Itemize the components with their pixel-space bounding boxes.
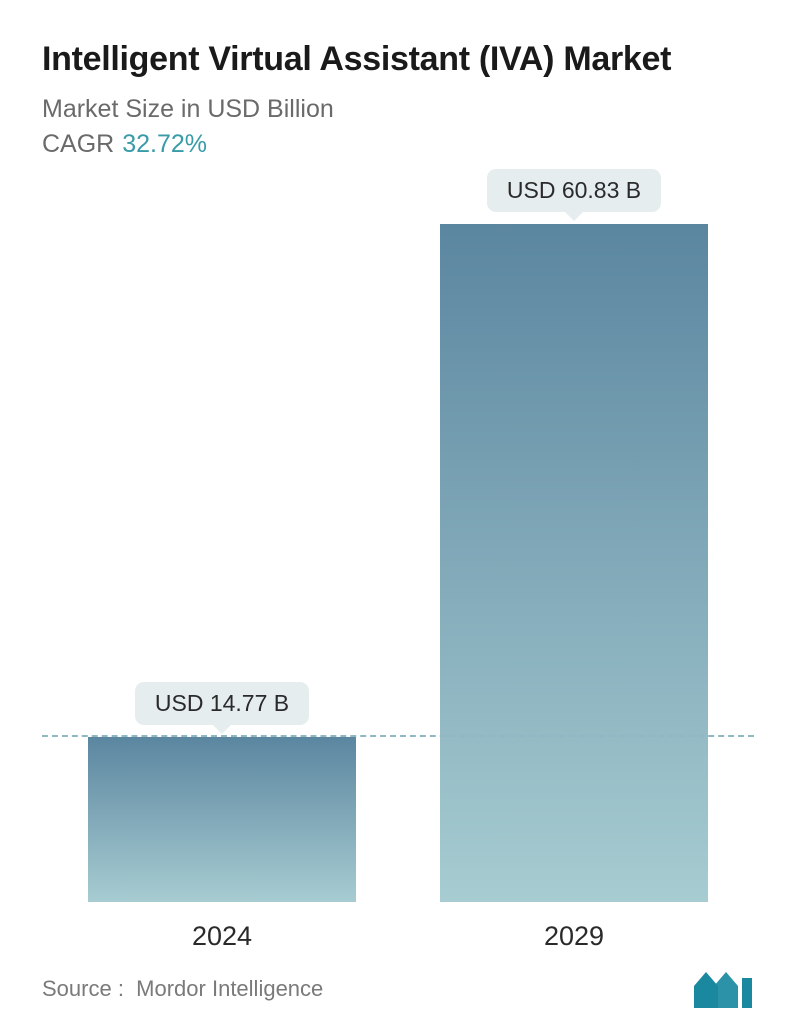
cagr-value: 32.72% xyxy=(122,130,207,158)
value-pill-2029: USD 60.83 B xyxy=(487,169,661,212)
bar-group-2024: USD 14.77 B xyxy=(88,682,356,902)
chart-title: Intelligent Virtual Assistant (IVA) Mark… xyxy=(42,38,754,81)
bar-group-2029: USD 60.83 B xyxy=(440,169,708,902)
cagr-line: CAGR 32.72% xyxy=(42,130,754,159)
chart-area: USD 14.77 B USD 60.83 B 2024 2029 xyxy=(42,169,754,957)
source-name: Mordor Intelligence xyxy=(136,976,323,1001)
footer: Source : Mordor Intelligence xyxy=(42,956,754,1010)
source-text: Source : Mordor Intelligence xyxy=(42,976,323,1002)
x-label-2029: 2029 xyxy=(440,921,708,952)
bars-wrap: USD 14.77 B USD 60.83 B xyxy=(42,222,754,902)
value-pill-2024: USD 14.77 B xyxy=(135,682,309,725)
reference-line xyxy=(42,735,754,737)
x-label-2024: 2024 xyxy=(88,921,356,952)
bar-2029 xyxy=(440,224,708,902)
source-label: Source : xyxy=(42,976,124,1001)
chart-subtitle: Market Size in USD Billion xyxy=(42,95,754,124)
cagr-label: CAGR xyxy=(42,130,114,158)
brand-logo-icon xyxy=(692,968,754,1010)
bar-2024 xyxy=(88,737,356,902)
x-axis-labels: 2024 2029 xyxy=(42,908,754,952)
